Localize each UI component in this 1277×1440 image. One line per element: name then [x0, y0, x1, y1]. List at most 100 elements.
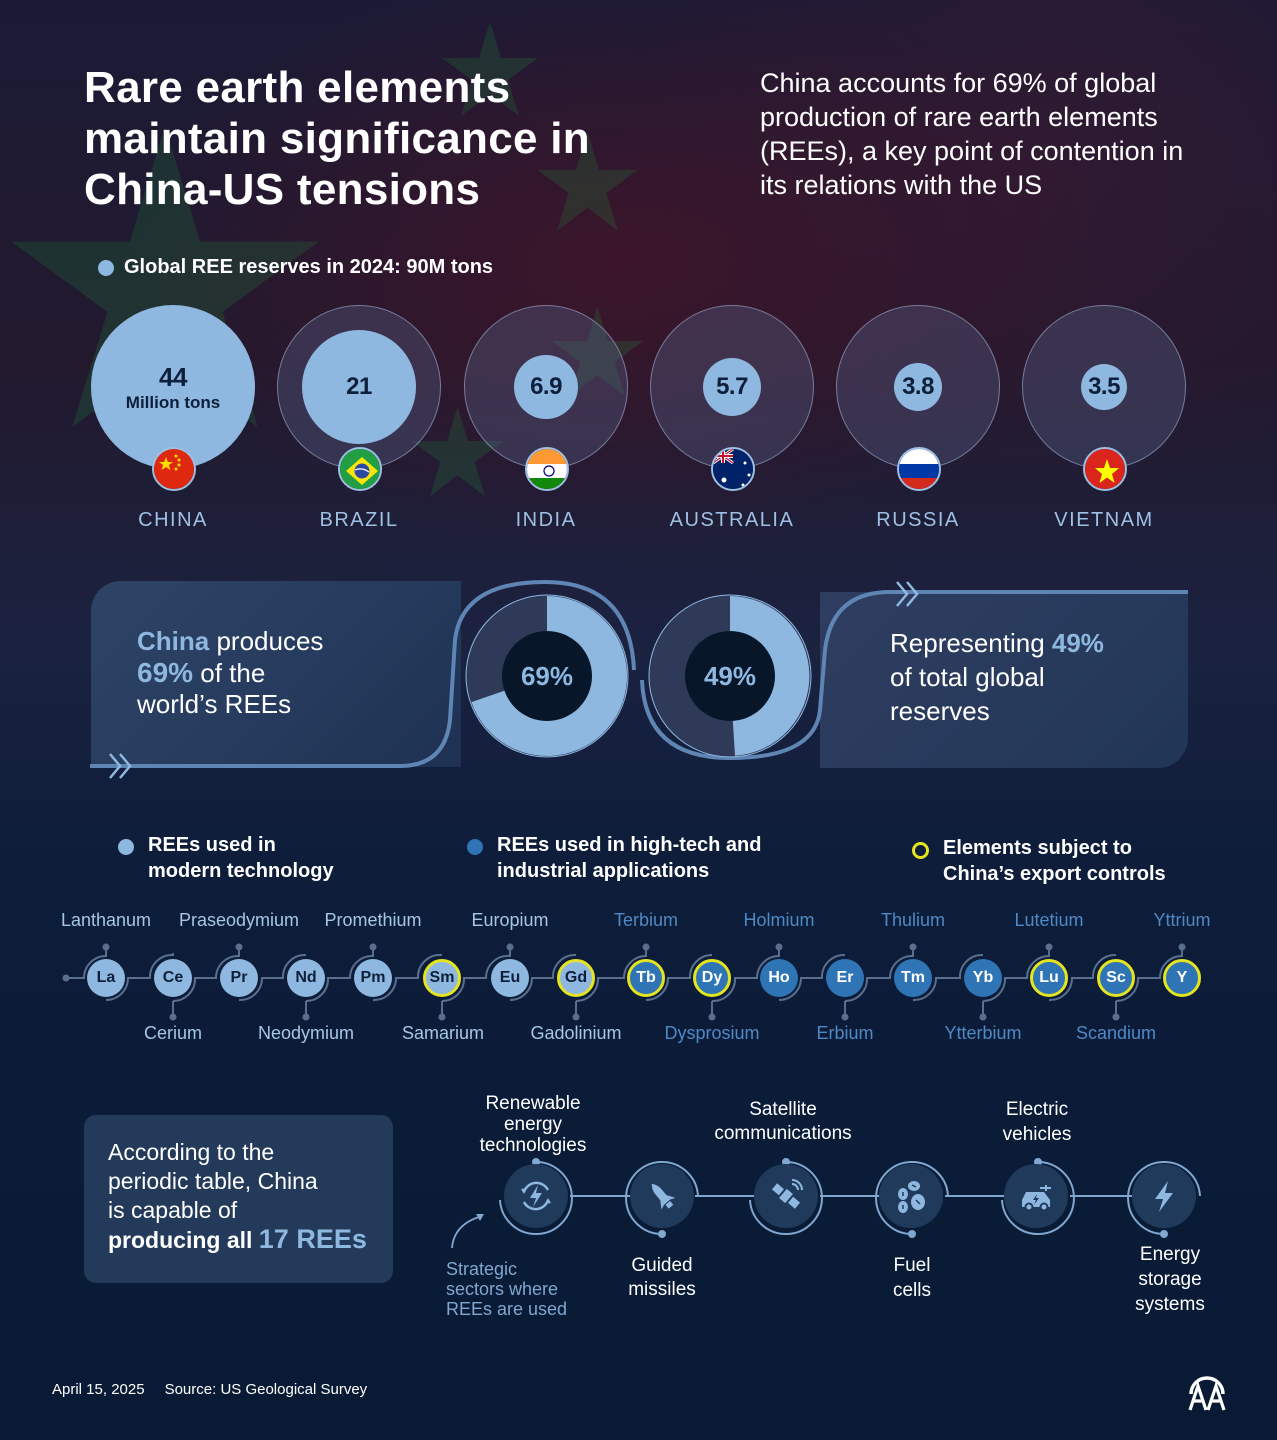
element-name-lanthanum: Lanthanum: [60, 910, 152, 930]
sector-text: missiles: [628, 1279, 696, 1300]
reserves-legend: Global REE reserves in 2024: 90M tons: [98, 256, 493, 279]
production-percent-label: 69%: [521, 661, 573, 691]
sector-text: storage: [1138, 1269, 1202, 1290]
sector-label-fuel-cells: Fuel cells: [893, 1253, 931, 1303]
reserves-percent-label: 49%: [704, 661, 756, 691]
highlight-percent: 69%: [137, 657, 194, 688]
element-name-erbium: Erbium: [816, 1023, 874, 1043]
capability-box: [84, 1115, 393, 1283]
element-name-europium: Europium: [471, 910, 549, 930]
reserve-unit: Million tons: [125, 392, 221, 412]
flag-star-icon: [537, 132, 638, 231]
sector-text: Electric: [1005, 1099, 1069, 1120]
element-name-gadolinium: Gadolinium: [530, 1023, 622, 1043]
reserve-bubble: 3.5: [1081, 364, 1127, 410]
element-name-praseodymium: Praseodymium: [178, 910, 300, 930]
fuel-cells-icon: [879, 1164, 943, 1228]
reserve-value: 21: [346, 373, 372, 400]
sector-text: technologies: [479, 1135, 587, 1156]
statement-text: reserves: [890, 696, 990, 726]
country-india: 6.9 INDIA: [464, 305, 628, 535]
legend-modern-tech: REEs used in modern technology: [118, 832, 334, 884]
element-name-terbium: Terbium: [613, 910, 679, 930]
sector-label-ev: Electric vehicles: [1003, 1097, 1072, 1147]
element-name-cerium: Cerium: [143, 1023, 203, 1043]
country-name: AUSTRALIA: [669, 509, 795, 531]
element-eu: Eu: [491, 959, 529, 997]
reserve-bubble: 6.9: [514, 355, 578, 419]
country-name: CHINA: [138, 509, 208, 531]
element-lu: Lu: [1030, 959, 1068, 997]
element-ce: Ce: [154, 959, 192, 997]
reserves-share-panel: [820, 592, 1188, 768]
element-la: La: [87, 959, 125, 997]
reserve-value: 3.8: [902, 373, 934, 400]
element-dy: Dy: [693, 959, 731, 997]
element-y: Y: [1163, 959, 1201, 997]
element-name-holmium: Holmium: [743, 910, 815, 930]
element-tm: Tm: [894, 959, 932, 997]
india-flag-icon: [525, 447, 569, 491]
reserves-statement: Representing 49% of total global reserve…: [890, 626, 1170, 728]
caption-text: sectors where: [446, 1279, 559, 1299]
statement-text: Representing: [890, 628, 1052, 658]
curved-arrow-icon: [451, 1214, 484, 1249]
sectors-chain-line: [499, 1158, 1201, 1238]
element-name-promethium: Promethium: [324, 910, 422, 930]
sector-text: Renewable: [485, 1093, 581, 1114]
legend-text: Elements subject to: [943, 837, 1132, 859]
capability-text: periodic table, China: [108, 1168, 318, 1194]
element-name-neodymium: Neodymium: [257, 1023, 355, 1043]
production-panel: [91, 581, 461, 767]
element-er: Er: [826, 959, 864, 997]
highlight-china: China: [137, 626, 210, 656]
legend-text: REEs used in high-tech and: [497, 834, 762, 856]
sector-text: Fuel: [893, 1255, 931, 1276]
element-sc: Sc: [1097, 959, 1135, 997]
statement-text: world’s REEs: [137, 689, 292, 719]
country-name: VIETNAM: [1054, 509, 1154, 531]
legend-text: modern technology: [148, 860, 334, 882]
sector-text: systems: [1135, 1294, 1205, 1315]
element-sm: Sm: [423, 959, 461, 997]
reserve-bubble: 21: [302, 330, 416, 444]
sector-label-energy-storage: Energy storage systems: [1135, 1242, 1205, 1317]
production-statement: China produces 69% of the world’s REEs: [137, 626, 437, 720]
page-subtitle: China accounts for 69% of global product…: [760, 68, 1184, 200]
brazil-flag-icon: [338, 447, 382, 491]
vietnam-flag-icon: [1083, 447, 1127, 491]
connector-lines: [90, 579, 1188, 779]
caption-text: Strategic: [446, 1259, 518, 1279]
electric-vehicle-icon: [1004, 1164, 1068, 1228]
element-pr: Pr: [220, 959, 258, 997]
element-name-scandium: Scandium: [1075, 1023, 1157, 1043]
sector-text: Energy: [1139, 1244, 1201, 1265]
sector-text: energy: [503, 1114, 563, 1135]
reserve-value: 44: [159, 361, 187, 392]
sector-label-satellite: Satellite communications: [714, 1098, 851, 1146]
country-china: 44 Million tons CHINA: [91, 305, 255, 535]
page-title: Rare earth elements maintain significanc…: [84, 63, 590, 214]
lightning-bolt-icon: [1132, 1164, 1196, 1228]
element-pm: Pm: [354, 959, 392, 997]
strategic-sectors-caption: Strategic sectors where REEs are used: [446, 1259, 596, 1319]
source-note: Source: US Geological Survey: [164, 1381, 368, 1398]
legend-text: China’s export controls: [943, 863, 1166, 885]
flag-star-icon: [411, 406, 504, 497]
legend-high-tech: REEs used in high-tech and industrial app…: [467, 832, 761, 884]
country-vietnam: 3.5 VIETNAM: [1022, 305, 1186, 535]
footer: April 15, 2025 Source: US Geological Sur…: [52, 1381, 367, 1398]
reserve-bubble: 3.8: [894, 363, 942, 411]
legend-ring-icon: [912, 842, 929, 859]
statement-text: produces: [209, 626, 324, 656]
element-name-ytterbium: Ytterbium: [944, 1023, 1022, 1043]
capability-text: is capable of: [108, 1197, 238, 1223]
reserve-bubble: 44 Million tons: [91, 305, 255, 469]
country-name: RUSSIA: [876, 509, 960, 531]
sector-text: Guided: [631, 1255, 693, 1276]
renewable-energy-icon: [504, 1164, 568, 1228]
missile-icon: [630, 1164, 694, 1228]
statement-text: of total global: [890, 662, 1045, 692]
legend-dot-icon: [98, 259, 114, 276]
reserves-donut-chart: 49%: [648, 594, 812, 758]
